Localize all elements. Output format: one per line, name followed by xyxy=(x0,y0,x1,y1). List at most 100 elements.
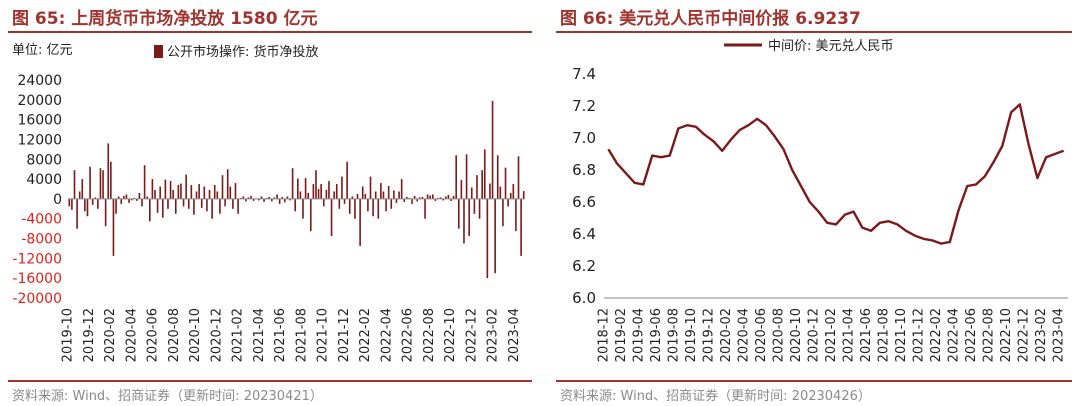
bar xyxy=(395,198,398,203)
bar xyxy=(309,198,312,232)
bar xyxy=(348,198,351,214)
bar xyxy=(237,198,239,214)
bar xyxy=(491,100,494,199)
x-tick-label: 2022-10 xyxy=(999,308,1014,362)
bar xyxy=(182,198,185,207)
x-tick-label: 2022-06 xyxy=(964,308,979,362)
bar xyxy=(221,175,224,199)
x-tick-label: 2020-10 xyxy=(188,308,203,362)
bar xyxy=(224,198,226,207)
bar xyxy=(289,198,291,201)
bar xyxy=(159,186,161,199)
x-tick-label: 2021-10 xyxy=(894,308,909,362)
net-injection-bar-chart: 单位: 亿元 公开市场操作: 货币净投放 24000 20000 16000 1200… xyxy=(12,43,525,362)
bar xyxy=(455,155,457,199)
bar xyxy=(478,198,481,219)
bar xyxy=(361,186,364,199)
bar xyxy=(476,175,478,199)
bar xyxy=(343,198,346,204)
x-tick-label: 2020-10 xyxy=(789,308,804,362)
bar xyxy=(486,198,489,279)
bar xyxy=(112,198,115,256)
bar xyxy=(398,191,400,199)
x-tick-label: 2021-04 xyxy=(842,308,857,362)
bar xyxy=(299,191,302,199)
bar xyxy=(335,184,338,199)
bar xyxy=(387,186,390,199)
x-tick-label: 2020-04 xyxy=(124,308,139,362)
bar xyxy=(229,186,232,199)
bar xyxy=(296,178,299,199)
bar xyxy=(470,187,473,199)
bar xyxy=(406,196,408,199)
bar xyxy=(128,198,130,203)
bar xyxy=(328,181,330,199)
x-tick-label: 2019-10 xyxy=(61,308,76,362)
y-axis-tick-labels: 7.4 7.2 7.0 6.8 6.6 6.4 6.2 6.0 xyxy=(572,65,596,307)
bar xyxy=(234,183,237,199)
bar xyxy=(444,196,447,199)
x-tick-label: 2023-02 xyxy=(486,308,501,362)
x-tick-label: 2021-06 xyxy=(859,308,874,362)
bar xyxy=(385,198,387,212)
bar xyxy=(151,179,154,199)
bar xyxy=(84,198,86,212)
x-tick-label: 2019-02 xyxy=(614,308,629,362)
bar xyxy=(169,181,172,199)
legend-label: 中间价: 美元兑人民币 xyxy=(768,39,894,54)
bar xyxy=(185,174,187,199)
bar xyxy=(216,191,219,199)
bar xyxy=(393,190,395,199)
left-chart-panel: 图 65: 上周货币市场净投放 1580 亿元 单位: 亿元 公开市场操作: 货… xyxy=(8,9,532,404)
bar xyxy=(172,189,174,199)
bar xyxy=(260,196,263,199)
bar xyxy=(522,191,525,199)
bar xyxy=(390,198,393,209)
bar xyxy=(232,198,234,209)
bar xyxy=(284,198,286,203)
bar xyxy=(141,198,143,207)
x-tick-label: 2022-06 xyxy=(401,308,416,362)
bar xyxy=(190,185,193,199)
y-tick-label: 7.0 xyxy=(572,129,596,147)
bar xyxy=(245,198,247,202)
bar xyxy=(512,184,515,199)
bar xyxy=(94,197,97,199)
bar xyxy=(439,197,442,199)
x-axis-tick-labels: 2018-12 2019-02 2019-04 2019-06 2019-08 2019-… xyxy=(597,308,1067,362)
bar xyxy=(432,194,434,199)
bar xyxy=(154,189,156,199)
bar xyxy=(374,191,377,199)
bar xyxy=(302,198,304,219)
bar xyxy=(330,198,333,237)
y-tick-label: 7.2 xyxy=(572,97,596,115)
bar xyxy=(247,197,250,199)
x-tick-label: 2018-12 xyxy=(597,308,612,362)
bar xyxy=(489,183,491,199)
bar xyxy=(167,198,169,209)
bar xyxy=(416,198,419,202)
y-axis-tick-labels: 24000 20000 16000 12000 8000 4000 0 -4000 -8000 -… xyxy=(12,73,62,307)
bar xyxy=(107,143,110,199)
bar xyxy=(91,198,94,205)
bar xyxy=(86,198,89,217)
bar xyxy=(78,191,81,199)
bar xyxy=(354,198,356,219)
bar xyxy=(120,198,123,204)
bar xyxy=(258,198,260,201)
x-tick-label: 2020-02 xyxy=(103,308,118,362)
x-tick-label: 2022-02 xyxy=(358,308,373,362)
bar xyxy=(468,198,470,237)
y-tick-label: 24000 xyxy=(17,73,62,89)
y-tick-label: -8000 xyxy=(21,232,62,248)
x-tick-label: 2022-02 xyxy=(929,308,944,362)
bar xyxy=(426,194,429,199)
source-note: 资料来源: Wind、招商证券（更新时间: 20230426） xyxy=(560,389,871,404)
y-tick-label: 0 xyxy=(53,192,62,208)
x-tick-label: 2020-12 xyxy=(807,308,822,362)
bar xyxy=(294,198,297,212)
bar xyxy=(322,198,325,207)
bar xyxy=(174,198,177,214)
source-rule xyxy=(556,380,1072,382)
x-tick-label: 2021-12 xyxy=(337,308,352,362)
